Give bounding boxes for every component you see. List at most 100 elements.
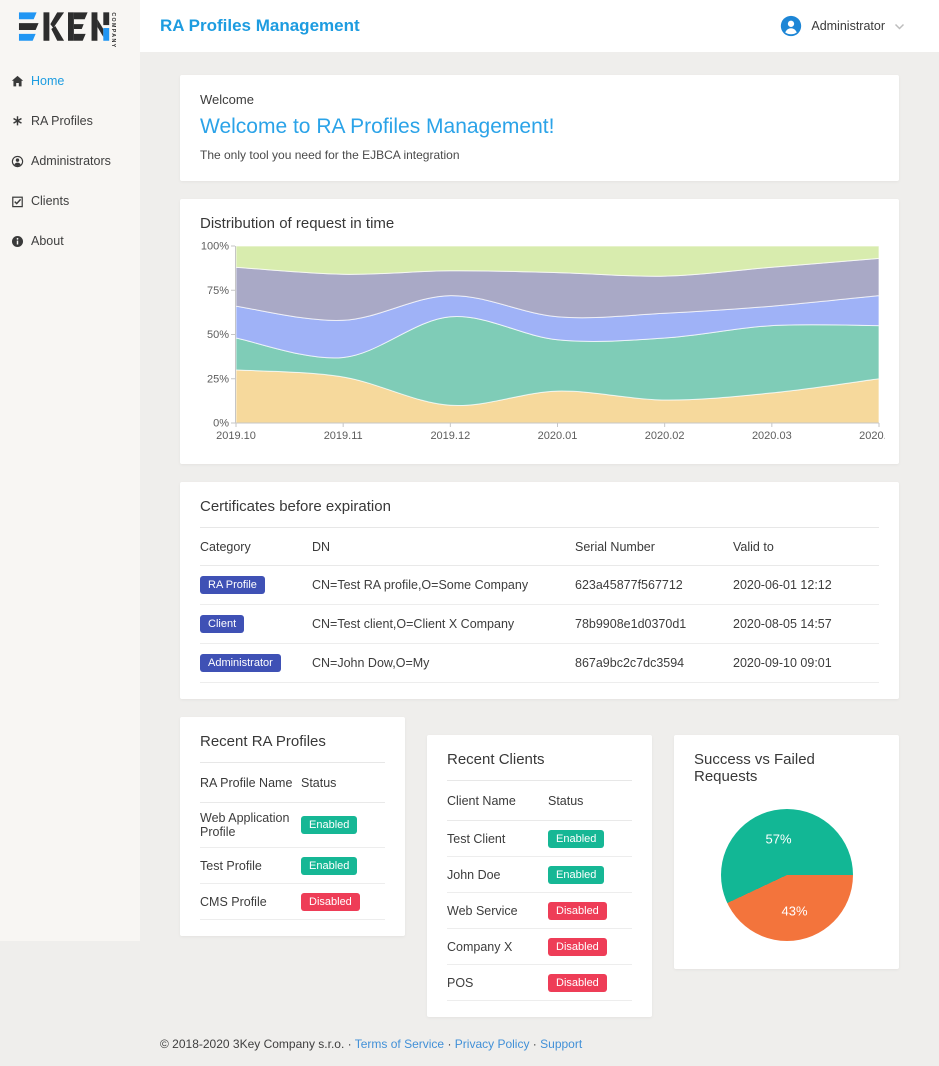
recent-clients-rows: Test Client Enabled John Doe Enabled Web Ser… <box>447 821 632 1001</box>
list-item: Test Profile Enabled <box>200 848 385 884</box>
footer-links: · Terms of Service · Privacy Policy · Su… <box>344 1037 583 1051</box>
sidebar-item-about[interactable]: About <box>11 234 129 248</box>
list-item: Web Application Profile Enabled <box>200 803 385 848</box>
y-axis-tick-label: 75% <box>207 285 229 297</box>
footer-link-privacy-policy[interactable]: Privacy Policy <box>454 1037 530 1051</box>
welcome-eyebrow: Welcome <box>200 92 254 107</box>
x-axis-tick-label: 2020.04 <box>859 430 885 442</box>
column-header-name: Client Name <box>447 794 516 808</box>
footer-separator: · <box>444 1037 455 1051</box>
serial-cell: 623a45877f567712 <box>575 578 683 592</box>
certificates-table-header: Category DN Serial Number Valid to <box>200 528 879 566</box>
sidebar: COMPANY Home RA Profiles Administrators Cli… <box>0 0 140 941</box>
dn-cell: CN=John Dow,O=My <box>312 656 430 670</box>
certificates-card: Certificates before expiration Category … <box>180 482 899 699</box>
welcome-title: Welcome to RA Profiles Management! <box>200 115 555 138</box>
footer-link-support[interactable]: Support <box>540 1037 583 1051</box>
x-axis-tick-label: 2020.01 <box>538 430 578 442</box>
category-badge: RA Profile <box>200 576 265 594</box>
sidebar-item-ra-profiles[interactable]: RA Profiles <box>11 114 129 128</box>
sidebar-item-label: RA Profiles <box>31 114 93 128</box>
sidebar-nav: Home RA Profiles Administrators Clients Abou… <box>0 54 140 248</box>
item-name: Company X <box>447 939 513 954</box>
y-axis-tick-label: 25% <box>207 373 229 385</box>
pie-slice-label: 43% <box>781 903 808 919</box>
recent-profiles-header: RA Profile Name Status <box>200 763 385 803</box>
area-chart[interactable]: 0% 25% 50% 75% 100% 2019.10 2019.11 2019.12 2020… <box>200 241 899 447</box>
chevron-down-icon <box>894 23 905 30</box>
list-item: Test Client Enabled <box>447 821 632 857</box>
item-name: Test Profile <box>200 858 262 873</box>
column-header-dn: DN <box>312 540 331 554</box>
category-badge: Administrator <box>200 654 281 672</box>
company-label: COMPANY <box>110 12 116 48</box>
x-axis-tick-label: 2019.10 <box>216 430 256 442</box>
item-name: John Doe <box>447 867 501 882</box>
list-item: Company X Disabled <box>447 929 632 965</box>
certificates-rows: RA Profile CN=Test RA profile,O=Some Comp… <box>200 566 879 683</box>
footer: © 2018-2020 3Key Company s.r.o. · Terms … <box>140 1027 939 1066</box>
user-circle-icon <box>11 155 24 167</box>
y-axis-tick-label: 0% <box>213 418 229 430</box>
column-header-serial: Serial Number <box>575 540 655 554</box>
column-header-valid-to: Valid to <box>733 540 774 554</box>
user-menu[interactable]: Administrator <box>780 15 905 37</box>
sidebar-item-label: Clients <box>31 194 70 208</box>
item-name: Web Service <box>447 903 518 918</box>
pie-chart-card: Success vs Failed Requests 57% 43% <box>674 735 899 969</box>
dn-cell: CN=Test RA profile,O=Some Company <box>312 578 529 592</box>
recent-clients-header: Client Name Status <box>447 781 632 821</box>
sidebar-item-administrators[interactable]: Administrators <box>11 154 129 168</box>
check-square-icon <box>12 196 23 207</box>
status-badge: Enabled <box>548 865 605 884</box>
footer-separator: · <box>529 1037 541 1051</box>
sidebar-item-clients[interactable]: Clients <box>11 194 129 208</box>
info-circle-icon <box>11 235 24 247</box>
home-icon <box>11 75 24 86</box>
status-badge: Disabled <box>548 973 607 992</box>
list-item: CMS Profile Disabled <box>200 884 385 920</box>
item-name: POS <box>447 975 474 990</box>
footer-separator: · <box>344 1037 355 1051</box>
x-axis-tick-label: 2020.03 <box>752 430 792 442</box>
sidebar-item-label: Home <box>31 74 65 88</box>
user-avatar-icon <box>781 15 802 37</box>
certificates-title: Certificates before expiration <box>200 498 879 528</box>
bottom-row: Recent RA Profiles RA Profile Name Statu… <box>180 717 899 1017</box>
sidebar-item-label: Administrators <box>31 154 111 168</box>
column-header-status: Status <box>301 776 337 790</box>
x-axis-tick-label: 2020.02 <box>645 430 685 442</box>
status-badge: Disabled <box>548 901 607 920</box>
table-row: Client CN=Test client,O=Client X Company 7… <box>200 605 879 644</box>
status-badge: Disabled <box>301 892 360 911</box>
y-axis-tick-label: 100% <box>201 242 229 253</box>
sidebar-item-home[interactable]: Home <box>11 74 129 88</box>
table-row: Administrator CN=John Dow,O=My 867a9bc2c7d… <box>200 644 879 683</box>
copyright: © 2018-2020 3Key Company s.r.o. <box>160 1037 345 1051</box>
list-item: Web Service Disabled <box>447 893 632 929</box>
column-header-category: Category <box>200 540 251 554</box>
recent-clients-card: Recent Clients Client Name Status Test C… <box>427 735 652 1017</box>
list-item: John Doe Enabled <box>447 857 632 893</box>
list-item: POS Disabled <box>447 965 632 1001</box>
category-badge: Client <box>200 615 245 633</box>
company-logo: COMPANY <box>0 0 140 54</box>
status-badge: Enabled <box>548 829 605 848</box>
pie-slice-label: 57% <box>765 831 792 847</box>
serial-cell: 867a9bc2c7dc3594 <box>575 656 685 670</box>
table-row: RA Profile CN=Test RA profile,O=Some Comp… <box>200 566 879 605</box>
item-name: CMS Profile <box>200 894 267 909</box>
y-axis-tick-label: 50% <box>207 329 229 341</box>
chart-title: Distribution of request in time <box>200 215 395 232</box>
user-name: Administrator <box>811 19 885 33</box>
valid-to-cell: 2020-06-01 12:12 <box>733 578 832 592</box>
x-axis-tick-label: 2019.11 <box>324 430 363 442</box>
column-header-name: RA Profile Name <box>200 776 293 790</box>
footer-link-terms-of-service[interactable]: Terms of Service <box>354 1037 445 1051</box>
x-axis-tick-label: 2019.12 <box>430 430 470 442</box>
status-badge: Disabled <box>548 937 607 956</box>
pie-chart[interactable]: 57% 43% <box>720 809 853 941</box>
dn-cell: CN=Test client,O=Client X Company <box>312 617 515 631</box>
pie-chart-wrap: 57% 43% <box>694 809 879 941</box>
company-logo-icon: COMPANY <box>18 12 116 49</box>
